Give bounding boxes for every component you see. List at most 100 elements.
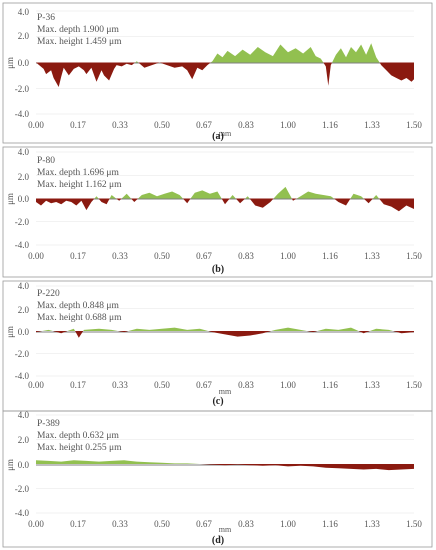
panel-c-grid: [36, 285, 414, 377]
panel-b-ytick: 2.0: [18, 172, 30, 182]
panel-c-ytick: -2.0: [15, 349, 30, 359]
panel-a-profile-positive: [36, 43, 414, 63]
panel-d-max-depth: Max. depth 0.632 μm: [37, 431, 119, 441]
panel-b-ytick: 4.0: [18, 147, 30, 157]
panel-a-xtick: 1.00: [280, 120, 296, 130]
panel-c-ylabel: μm: [5, 326, 15, 338]
panel-d-ytick: 4.0: [18, 410, 30, 420]
panel-a-max-depth: Max. depth 1.900 μm: [37, 25, 119, 35]
panel-c-xtick: 1.16: [322, 380, 338, 390]
panel-c-profile-positive: [36, 327, 414, 331]
panel-a: 4.0 2.0 0.0 -2.0 -4.0 0.00 0.17 0.33 0.5…: [2, 2, 433, 144]
panel-d-grid: [36, 414, 414, 514]
panel-a-xticks: 0.00 0.17 0.33 0.50 0.67 0.83 1.00 1.16 …: [28, 120, 422, 130]
panel-c: 4.0 2.0 0.0 -2.0 -4.0 0.00 0.17 0.33 0.5…: [2, 280, 433, 412]
panel-b-xtick: 1.16: [322, 251, 338, 261]
panel-a-xtick: 0.17: [70, 120, 86, 130]
panel-c-xlabel: mm: [219, 387, 232, 396]
panel-a-grid: [36, 10, 414, 115]
panel-b-ytick: -2.0: [15, 217, 30, 227]
panel-d-sample-label: P-389: [37, 419, 60, 429]
panel-b-sample-label: P-80: [37, 156, 55, 166]
panel-a-max-height: Max. height 1.459 μm: [37, 37, 122, 47]
panel-c-ytick: 0.0: [18, 327, 30, 337]
panel-d-xtick: 0.17: [70, 519, 86, 529]
panel-d-xtick: 0.83: [238, 519, 254, 529]
panel-d-profile-positive: [36, 460, 414, 464]
panel-d-label: (d): [212, 535, 224, 546]
panel-b-xtick: 0.33: [112, 251, 128, 261]
panel-d-xtick: 1.00: [280, 519, 296, 529]
panel-c-xtick: 0.17: [70, 380, 86, 390]
panel-d-xtick: 1.33: [364, 519, 380, 529]
panel-d-xtick: 0.33: [112, 519, 128, 529]
panel-c-sample-label: P-220: [37, 289, 60, 299]
panel-c-ytick: 2.0: [18, 305, 30, 315]
panel-b-frame: [2, 146, 433, 278]
panel-b-profile-positive: [36, 186, 414, 199]
panel-d-profile-negative: [36, 464, 414, 471]
panel-c-xtick: 0.00: [28, 380, 44, 390]
panel-a-xlabel: mm: [219, 129, 232, 138]
panel-a-yticks: 4.0 2.0 0.0 -2.0 -4.0: [15, 7, 30, 119]
panel-d-xlabel: mm: [219, 525, 232, 534]
panel-d-xtick: 1.50: [406, 519, 422, 529]
panel-c-xticks: 0.00 0.17 0.33 0.50 0.67 0.83 1.00 1.16 …: [28, 380, 422, 390]
panel-a-xtick: 0.00: [28, 120, 44, 130]
panel-a-ytick: -4.0: [15, 109, 30, 119]
panel-a-ytick: -2.0: [15, 84, 30, 94]
panel-b: 4.0 2.0 0.0 -2.0 -4.0 0.00 0.17 0.33 0.5…: [2, 146, 433, 278]
panel-b-xticks: 0.00 0.17 0.33 0.50 0.67 0.83 1.00 1.16 …: [28, 251, 422, 261]
panel-b-xtick: 0.50: [154, 251, 170, 261]
panel-d-yticks: 4.0 2.0 0.0 -2.0 -4.0: [15, 410, 30, 518]
panel-b-yticks: 4.0 2.0 0.0 -2.0 -4.0: [15, 147, 30, 250]
panel-b-xtick: 0.00: [28, 251, 44, 261]
panel-c-ytick: 4.0: [18, 281, 30, 291]
panel-d-xticks: 0.00 0.17 0.33 0.50 0.67 0.83 1.00 1.16 …: [28, 519, 422, 529]
panel-b-label: (b): [212, 264, 224, 275]
panel-c-ytick: -4.0: [15, 371, 30, 381]
panel-c-xtick: 0.50: [154, 380, 170, 390]
panel-b-ytick: 0.0: [18, 194, 30, 204]
panel-a-xtick: 0.83: [238, 120, 254, 130]
panel-b-ytick: -4.0: [15, 240, 30, 250]
panel-d-ytick: 2.0: [18, 435, 30, 445]
panel-d-ytick: 0.0: [18, 460, 30, 470]
panel-a-ytick: 2.0: [18, 31, 30, 41]
panel-d: 4.0 2.0 0.0 -2.0 -4.0 0.00 0.17 0.33 0.5…: [2, 410, 433, 548]
panel-b-xtick: 0.83: [238, 251, 254, 261]
panel-c-xtick: 0.83: [238, 380, 254, 390]
panel-a-profile-negative: [36, 62, 414, 87]
panel-b-profile-negative: [36, 198, 414, 212]
panel-c-xtick: 1.50: [406, 380, 422, 390]
panel-a-frame: [2, 2, 433, 144]
panel-a-xtick: 1.33: [364, 120, 380, 130]
panel-a-xtick: 0.33: [112, 120, 128, 130]
panel-c-yticks: 4.0 2.0 0.0 -2.0 -4.0: [15, 281, 30, 381]
panel-c-profile-negative: [36, 331, 414, 338]
panel-d-xtick: 1.16: [322, 519, 338, 529]
panel-d-frame: [2, 410, 433, 548]
panel-a-ytick: 0.0: [18, 58, 30, 68]
panel-a-label: (a): [212, 131, 224, 142]
panel-d-ylabel: μm: [5, 459, 15, 471]
panel-b-xtick: 1.33: [364, 251, 380, 261]
panel-a-xtick: 0.67: [196, 120, 212, 130]
panel-b-xtick: 1.00: [280, 251, 296, 261]
panel-c-max-depth: Max. depth 0.848 μm: [37, 301, 119, 311]
panel-a-xtick: 0.50: [154, 120, 170, 130]
panel-c-label: (c): [212, 396, 223, 407]
panel-b-xtick: 1.50: [406, 251, 422, 261]
panel-b-max-depth: Max. depth 1.696 μm: [37, 168, 119, 178]
panel-d-max-height: Max. height 0.255 μm: [37, 443, 122, 453]
panel-c-max-height: Max. height 0.688 μm: [37, 313, 122, 323]
panel-d-ytick: -4.0: [15, 508, 30, 518]
panel-b-max-height: Max. height 1.162 μm: [37, 180, 122, 190]
panel-b-xtick: 0.17: [70, 251, 86, 261]
panel-c-xtick: 1.33: [364, 380, 380, 390]
panel-d-xtick: 0.67: [196, 519, 212, 529]
panel-a-xtick: 1.50: [406, 120, 422, 130]
panel-d-xtick: 0.00: [28, 519, 44, 529]
panel-a-ylabel: μm: [5, 57, 15, 69]
